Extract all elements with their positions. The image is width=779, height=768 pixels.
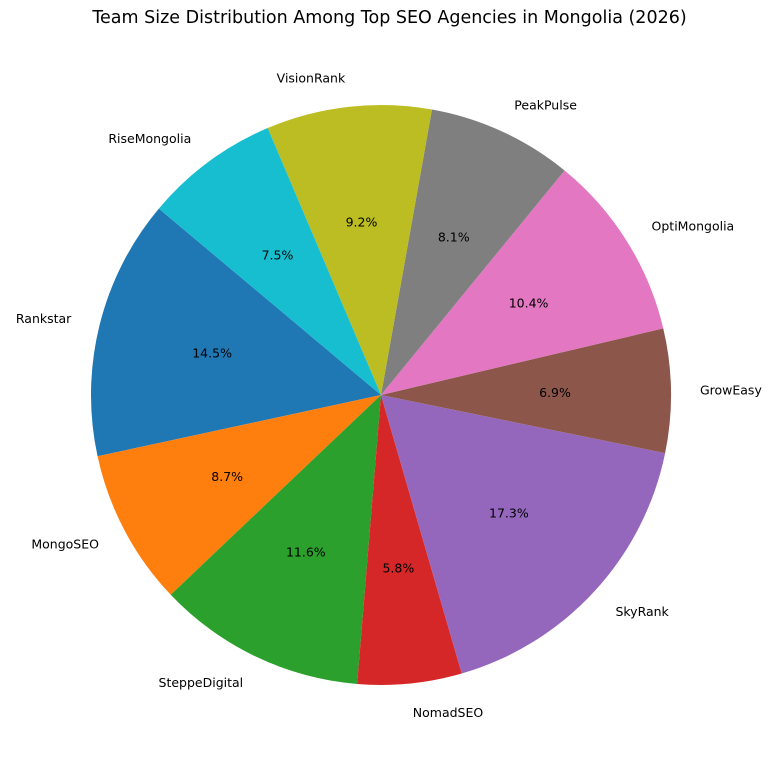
slice-category-label: GrowEasy: [700, 383, 762, 398]
slice-percent-label: 6.9%: [539, 385, 571, 400]
pie-slice-nomadseo: [357, 395, 462, 685]
slice-percent-label: 8.1%: [438, 229, 470, 244]
pie-slice-visionrank: [267, 104, 432, 395]
slice-percent-label: 14.5%: [192, 346, 232, 361]
chart-title: Team Size Distribution Among Top SEO Age…: [92, 8, 687, 28]
pie-slice-risemongolia: [158, 128, 381, 395]
pie-slice-rankstar: [91, 208, 382, 457]
slice-percent-label: 8.7%: [211, 469, 243, 484]
slice-category-label: RiseMongolia: [108, 131, 191, 146]
pie-slice-skyrank: [381, 395, 666, 674]
slice-category-label: SteppeDigital: [159, 675, 244, 690]
pie-slice-steppedigital: [170, 395, 381, 685]
slice-percent-label: 17.3%: [489, 505, 529, 520]
pie-slice-groweasy: [381, 328, 671, 454]
slice-category-label: SkyRank: [615, 604, 669, 619]
slice-percent-label: 9.2%: [346, 215, 378, 230]
pie-slice-peakpulse: [381, 109, 565, 396]
pie-slice-mongoseo: [97, 395, 382, 595]
slice-percent-label: 5.8%: [382, 561, 414, 576]
slice-percent-label: 7.5%: [262, 248, 294, 263]
slice-category-label: VisionRank: [277, 71, 346, 86]
slice-category-label: PeakPulse: [514, 98, 577, 113]
slice-category-label: NomadSEO: [413, 705, 484, 720]
slice-percent-label: 11.6%: [286, 544, 326, 559]
slice-percent-label: 10.4%: [509, 295, 549, 310]
slice-category-label: OptiMongolia: [652, 218, 735, 233]
pie-slice-optimongolia: [381, 170, 664, 395]
slice-category-label: MongoSEO: [31, 537, 99, 552]
slice-category-label: Rankstar: [16, 311, 72, 326]
